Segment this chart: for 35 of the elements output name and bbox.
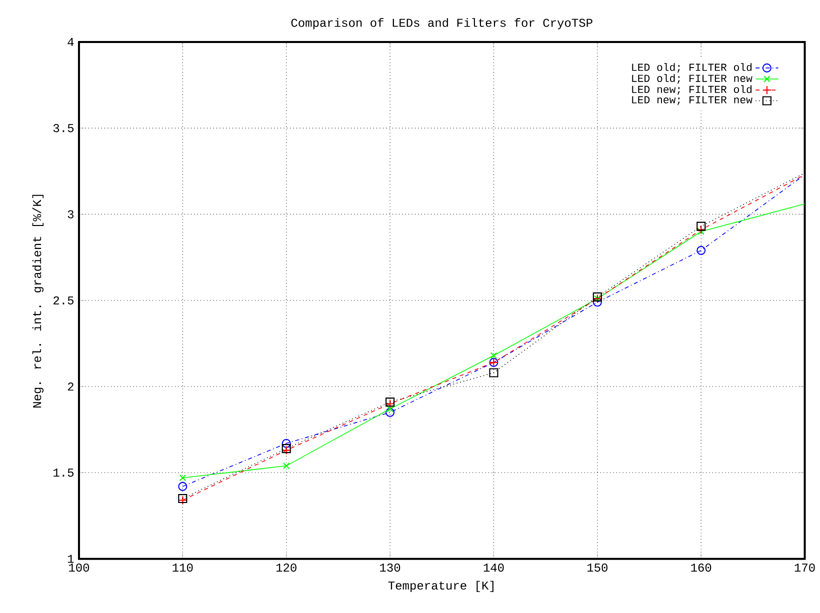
point [698, 228, 704, 235]
point [592, 298, 602, 307]
point [696, 222, 706, 231]
point [696, 225, 706, 234]
y-tick-label: 2 [68, 382, 74, 391]
x-tick-label: 170 [794, 564, 815, 572]
y-axis-title: Neg. rel. int. gradient [%/K] [32, 194, 44, 408]
y-tick-label: 1.5 [54, 468, 74, 477]
x-tick-label: 130 [380, 564, 400, 572]
legend-label: LED new; FILTER new [632, 96, 752, 106]
y-tick-label: 1 [68, 554, 74, 563]
y-tick-label: 4 [68, 38, 74, 46]
point [282, 438, 291, 448]
x-tick-label: 120 [276, 564, 296, 572]
x-tick-label: 100 [69, 564, 90, 572]
legend-label: LED old; FILTER new [632, 74, 752, 84]
y-tick-label: 2.5 [54, 296, 74, 305]
point [178, 482, 188, 492]
x-tick-label: 160 [691, 564, 712, 572]
point [386, 406, 394, 412]
y-tick-label: 3.5 [53, 124, 74, 132]
legend-label: LED new; FILTER old [632, 85, 752, 95]
chart-title: Comparison of LEDs and Filters for CryoTSP [291, 18, 592, 30]
point [282, 462, 290, 470]
point [179, 474, 186, 482]
x-tick-label: 110 [172, 564, 193, 572]
point [490, 352, 498, 359]
point [385, 408, 395, 418]
x-axis-title: Temperature [K] [388, 580, 494, 592]
y-tick-label: 3 [68, 210, 74, 218]
x-tick-label: 150 [587, 564, 608, 572]
point [489, 368, 498, 378]
legend-label: LED old; FILTER old [632, 63, 752, 73]
point [696, 246, 706, 256]
x-tick-label: 140 [484, 564, 504, 572]
